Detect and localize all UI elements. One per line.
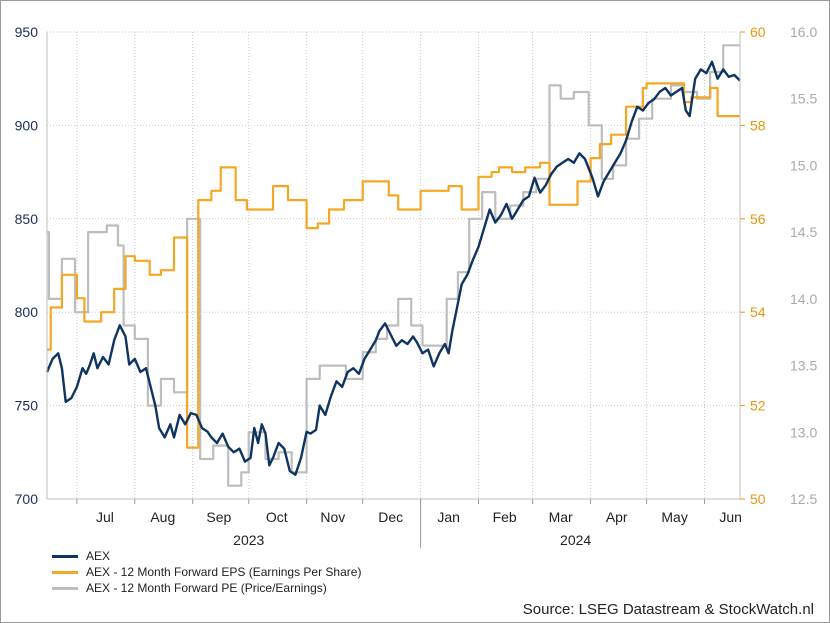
- y-pe-tick-label: 16.0: [790, 24, 817, 40]
- y-eps-tick-label: 56: [750, 211, 766, 227]
- legend-swatch-pe: [52, 586, 78, 590]
- x-tick-label: Feb: [493, 509, 517, 525]
- y-left-tick-label: 850: [15, 211, 39, 227]
- series-aex-line: [45, 60, 741, 476]
- y-left-tick-label: 750: [15, 398, 39, 414]
- x-tick-label: Oct: [266, 509, 288, 525]
- series-lines: [45, 44, 741, 487]
- x-tick-label: Aug: [150, 509, 175, 525]
- year-label: 2023: [233, 532, 264, 548]
- y-pe-tick-label: 14.0: [790, 291, 817, 307]
- y-eps-tick-label: 54: [750, 304, 766, 320]
- x-tick-label: Apr: [606, 509, 628, 525]
- series-eps-line: [47, 82, 740, 449]
- x-tick-label: Dec: [378, 509, 403, 525]
- y-left-tick-label: 800: [15, 304, 39, 320]
- x-tick-label: May: [661, 509, 687, 525]
- y-pe-tick-label: 15.5: [790, 91, 817, 107]
- y-left-tick-label: 950: [15, 24, 39, 40]
- x-tick-label: Mar: [549, 509, 573, 525]
- legend-item-eps: AEX - 12 Month Forward EPS (Earnings Per…: [52, 564, 361, 580]
- y-pe-tick-label: 12.5: [790, 491, 817, 507]
- y-left-tick-label: 700: [15, 491, 39, 507]
- y-pe-tick-label: 13.5: [790, 358, 817, 374]
- source-note: Source: LSEG Datastream & StockWatch.nl: [522, 601, 814, 618]
- legend-item-pe: AEX - 12 Month Forward PE (Price/Earning…: [52, 580, 361, 596]
- legend-label-pe: AEX - 12 Month Forward PE (Price/Earning…: [86, 581, 327, 595]
- legend-label-eps: AEX - 12 Month Forward EPS (Earnings Per…: [86, 565, 362, 579]
- axes: 700 750 800 850 900 950 50 52 54 56 58 60 12.5 13.0 13…: [15, 24, 817, 548]
- legend-item-aex: AEX: [52, 548, 361, 564]
- y-pe-tick-label: 15.0: [790, 157, 817, 173]
- grid-lines: [47, 31, 740, 500]
- year-label: 2024: [560, 532, 591, 548]
- y-pe-tick-label: 13.0: [790, 424, 817, 440]
- x-tick-label: Jul: [96, 509, 114, 525]
- x-tick-label: Jan: [437, 509, 460, 525]
- y-eps-tick-label: 58: [750, 117, 766, 133]
- y-eps-tick-label: 60: [750, 24, 766, 40]
- legend: AEX AEX - 12 Month Forward EPS (Earnings…: [52, 548, 361, 596]
- y-eps-tick-label: 52: [750, 398, 766, 414]
- legend-label-aex: AEX: [86, 549, 111, 563]
- x-tick-label: Sep: [206, 509, 231, 525]
- x-tick-label: Nov: [320, 509, 345, 525]
- legend-swatch-eps: [52, 570, 78, 574]
- x-tick-label: Jun: [719, 509, 742, 525]
- legend-swatch-aex: [52, 554, 78, 558]
- y-left-tick-label: 900: [15, 117, 39, 133]
- y-eps-tick-label: 50: [750, 491, 766, 507]
- y-pe-tick-label: 14.5: [790, 224, 817, 240]
